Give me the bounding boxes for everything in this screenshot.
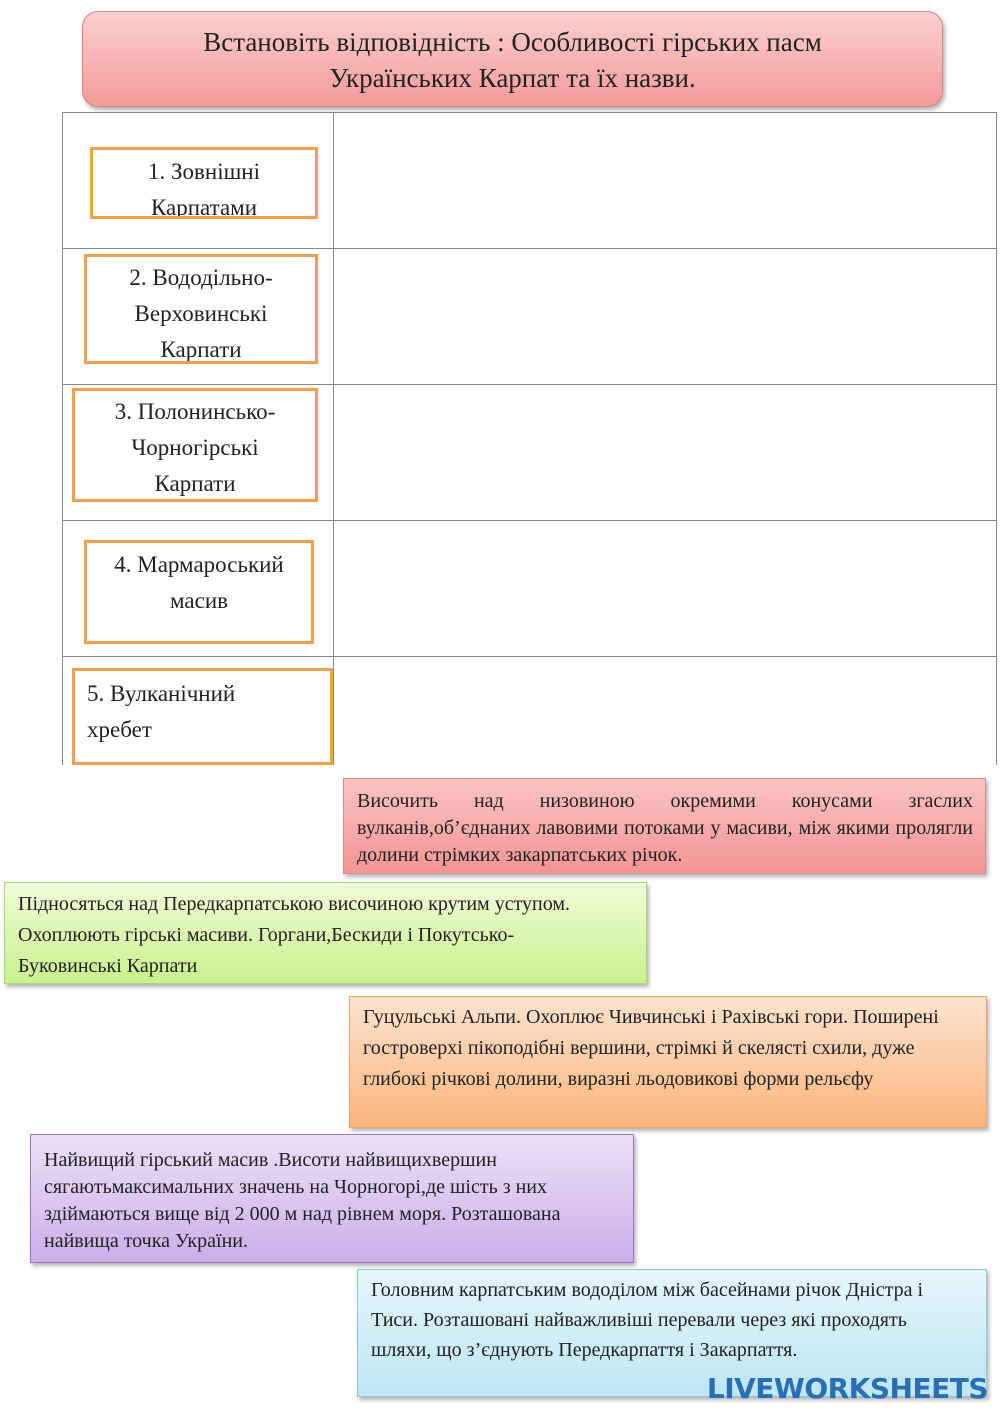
row-divider — [63, 656, 996, 657]
label-line: Карпати — [154, 471, 236, 496]
label-line: 3. Полонинсько- — [114, 399, 276, 424]
row-divider — [63, 248, 996, 249]
description-card[interactable]: Підносяться над Передкарпатською височин… — [4, 882, 647, 984]
label-box[interactable]: 1. Зовнішні Карпатами — [90, 147, 318, 219]
column-divider — [333, 113, 334, 765]
label-line: 2. Вододільно- — [129, 265, 273, 290]
label-line: Карпатами — [150, 195, 258, 219]
row-divider — [63, 520, 996, 521]
label-line: Верховинські — [134, 301, 268, 326]
label-box[interactable]: 5. Вулканічний хребет — [72, 668, 333, 765]
label-box[interactable]: 2. Вододільно- Верховинські Карпати — [84, 254, 318, 364]
label-line: масив — [170, 588, 228, 613]
description-card[interactable]: Гуцульські Альпи. Охоплює Чивчинські і Р… — [349, 996, 987, 1128]
label-line: Карпати — [160, 337, 242, 362]
label-line: 4. Мармароський — [114, 552, 284, 577]
title-line: Встановіть відповідність : Особливості г… — [203, 27, 822, 57]
label-line: 1. Зовнішні — [148, 159, 260, 184]
label-line: хребет — [87, 717, 152, 742]
match-table — [62, 112, 997, 765]
label-box[interactable]: 3. Полонинсько- Чорногірські Карпати — [72, 388, 318, 502]
label-box[interactable]: 4. Мармароський масив — [84, 540, 314, 644]
row-divider — [63, 384, 996, 385]
title-line: Українських Карпат та їх назви. — [329, 63, 696, 93]
logo[interactable]: LIVEWORKSHEETS — [706, 1372, 989, 1405]
label-line: 5. Вулканічний — [87, 681, 236, 706]
description-card[interactable]: Головним карпатським вододілом між басей… — [357, 1269, 987, 1397]
description-card[interactable]: Найвищий гірський масив .Висоти найвищих… — [30, 1134, 634, 1263]
title-box: Встановіть відповідність : Особливості г… — [82, 11, 943, 107]
label-line: Чорногірські — [131, 435, 259, 460]
description-card[interactable]: Височить над низовиною окремими конусами… — [343, 778, 986, 874]
